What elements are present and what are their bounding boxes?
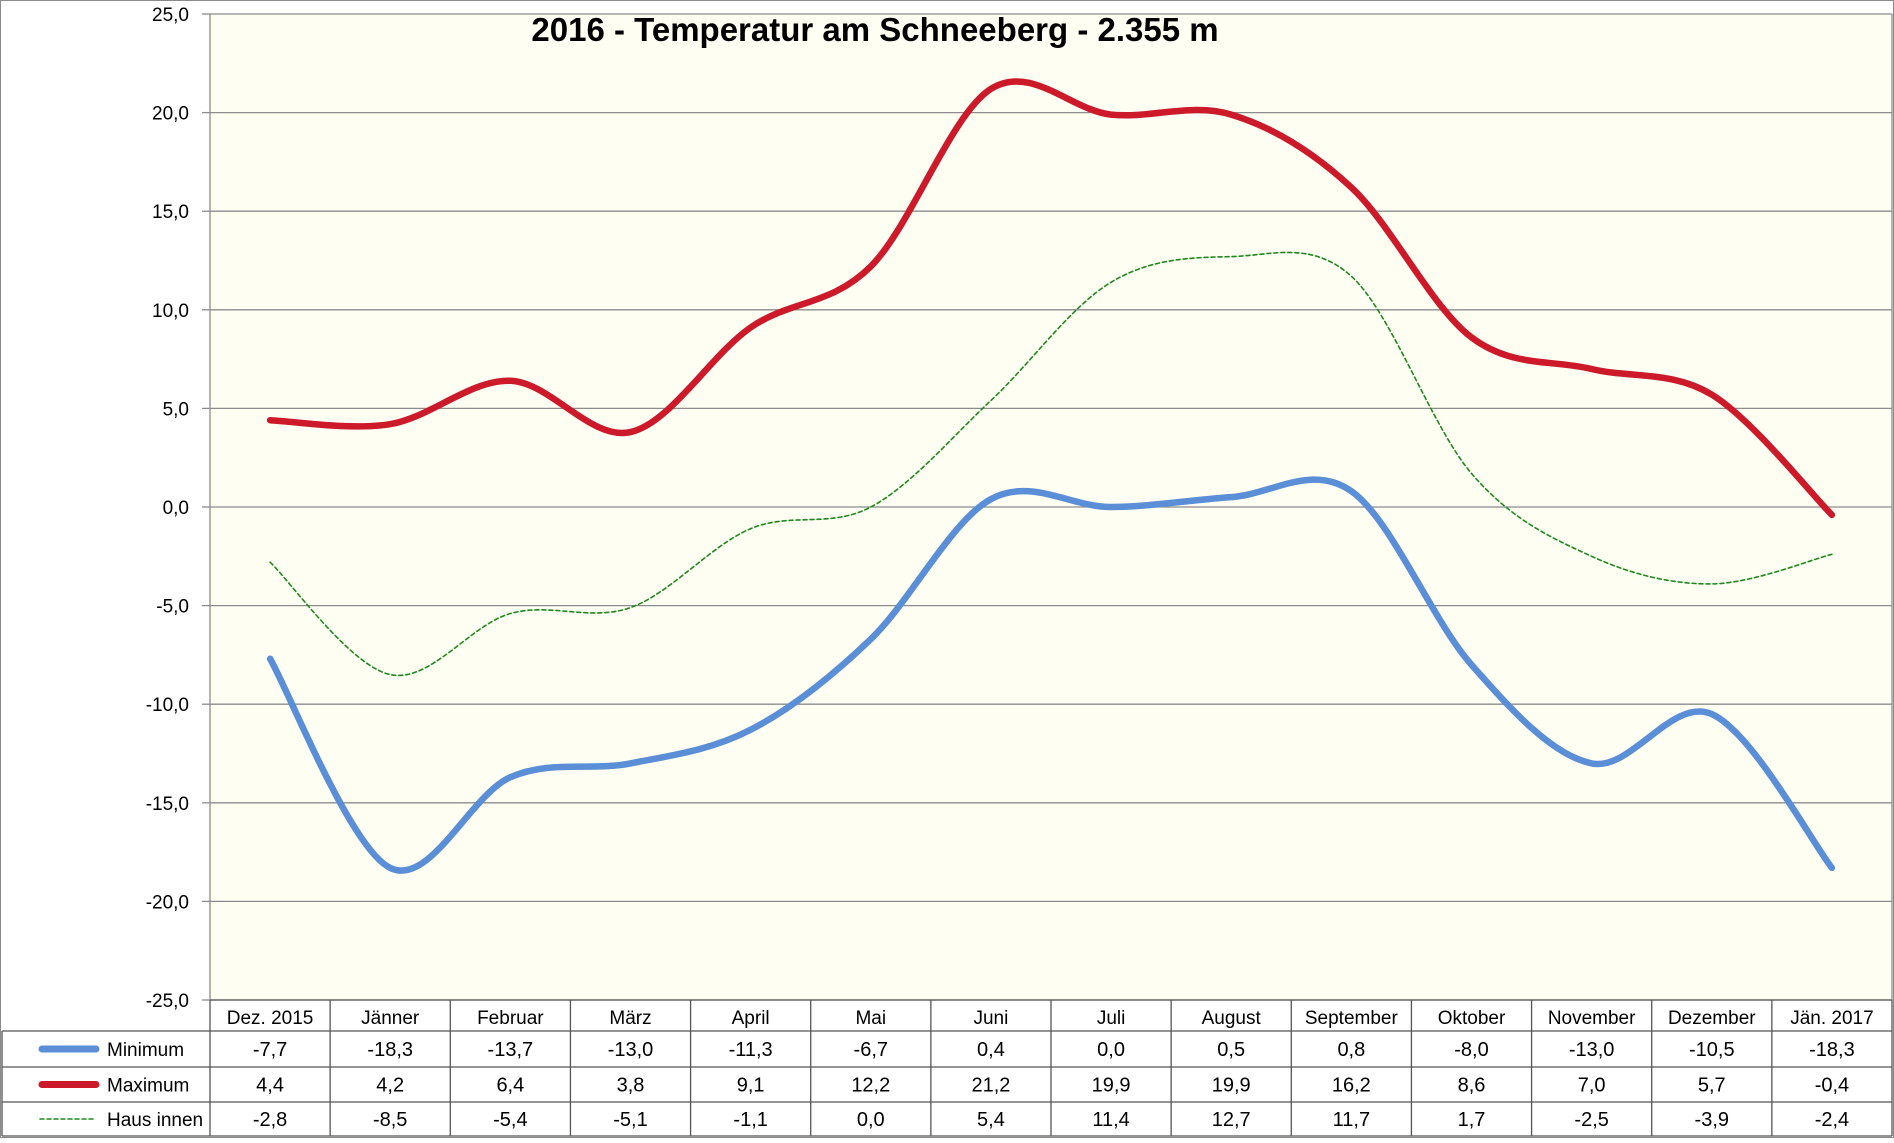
data-label: -11,3 [729, 1039, 773, 1061]
data-label: 9,1 [737, 1075, 765, 1097]
x-tick-label: Februar [477, 1008, 544, 1029]
y-tick-label: -20,0 [146, 892, 189, 913]
x-tick-label: April [732, 1008, 770, 1029]
data-label: 19,9 [1212, 1075, 1251, 1097]
data-label: 0,8 [1337, 1039, 1365, 1061]
x-tick-label: Dezember [1668, 1008, 1756, 1029]
data-label: -2,4 [1815, 1109, 1849, 1131]
x-tick-label: August [1202, 1008, 1262, 1029]
data-label: 12,7 [1212, 1109, 1251, 1131]
data-label: -2,8 [253, 1109, 287, 1131]
series-lines [266, 78, 1836, 874]
data-table: Dez. 2015 Jänner Februar März April Mai Juni Ju… [1, 999, 1893, 1137]
data-label: -0,4 [1815, 1075, 1849, 1097]
x-tick-label: Juli [1097, 1008, 1126, 1029]
data-label: 11,4 [1092, 1109, 1129, 1131]
data-label: -5,1 [613, 1109, 647, 1131]
x-tick-label: Juni [973, 1008, 1008, 1029]
series-line-minimum [266, 476, 1836, 874]
data-label: 1,7 [1458, 1109, 1486, 1131]
data-label: 4,2 [376, 1075, 404, 1097]
y-tick-label: 0,0 [163, 498, 189, 519]
data-label: -10,5 [1689, 1039, 1735, 1061]
y-tick-label: 15,0 [152, 202, 189, 223]
data-label: 11,7 [1333, 1109, 1370, 1131]
y-tick-label: 25,0 [152, 5, 189, 26]
y-tick-label: 5,0 [163, 399, 189, 420]
data-label: -13,0 [608, 1039, 654, 1061]
series-line-haus-innen [269, 251, 1833, 677]
legend-label: Minimum [107, 1040, 184, 1061]
data-label: 4,4 [256, 1075, 284, 1097]
chart-title: 2016 - Temperatur am Schneeberg - 2.355 … [531, 11, 1218, 48]
data-label: 8,6 [1458, 1075, 1486, 1097]
x-tick-label: Jän. 2017 [1790, 1008, 1873, 1029]
y-tick-label: -10,0 [146, 695, 189, 716]
y-tick-label: 10,0 [152, 301, 189, 322]
data-label: 12,2 [851, 1075, 890, 1097]
legend-label: Haus innen [107, 1110, 203, 1131]
data-label: 16,2 [1332, 1075, 1371, 1097]
data-label: -7,7 [253, 1039, 287, 1061]
x-tick-label: November [1548, 1008, 1636, 1029]
data-label: -18,3 [367, 1039, 413, 1061]
y-tick-label: 20,0 [152, 104, 189, 125]
data-label: -3,9 [1695, 1109, 1729, 1131]
data-label: -5,4 [493, 1109, 527, 1131]
x-tick-label: Dez. 2015 [227, 1008, 314, 1029]
data-label: 6,4 [496, 1075, 524, 1097]
x-tick-label: Oktober [1438, 1008, 1506, 1029]
data-label: -8,0 [1454, 1039, 1488, 1061]
data-label: -13,7 [488, 1039, 534, 1061]
data-label: -2,5 [1574, 1109, 1608, 1131]
data-label: 0,0 [857, 1109, 885, 1131]
data-label: 0,0 [1097, 1039, 1125, 1061]
data-label: -13,0 [1569, 1039, 1615, 1061]
data-label: 5,7 [1698, 1075, 1726, 1097]
data-label: -18,3 [1809, 1039, 1855, 1061]
data-label: 21,2 [971, 1075, 1010, 1097]
y-tick-label: -15,0 [146, 794, 189, 815]
data-label: 5,4 [977, 1109, 1005, 1131]
y-axis: 25,0 20,0 15,0 10,0 5,0 0,0 -5,0 -10,0 -15,0 -20,… [146, 5, 189, 1012]
data-label: 19,9 [1092, 1075, 1131, 1097]
data-label: -6,7 [854, 1039, 888, 1061]
data-label: -1,1 [733, 1109, 767, 1131]
x-tick-label: September [1305, 1008, 1399, 1029]
x-tick-label: Jänner [361, 1008, 420, 1029]
data-label: 0,4 [977, 1039, 1005, 1061]
y-tick-label: -25,0 [146, 991, 189, 1012]
x-tick-label: Mai [855, 1008, 886, 1029]
series-line-maximum [266, 78, 1836, 519]
legend-label: Maximum [107, 1076, 189, 1097]
data-label: 0,5 [1217, 1039, 1245, 1061]
x-tick-label: März [609, 1008, 651, 1029]
data-label: 7,0 [1578, 1075, 1606, 1097]
data-label: -8,5 [373, 1109, 407, 1131]
data-label: 3,8 [617, 1075, 645, 1097]
y-tick-label: -5,0 [156, 597, 189, 618]
grid-lines [202, 13, 1893, 1001]
